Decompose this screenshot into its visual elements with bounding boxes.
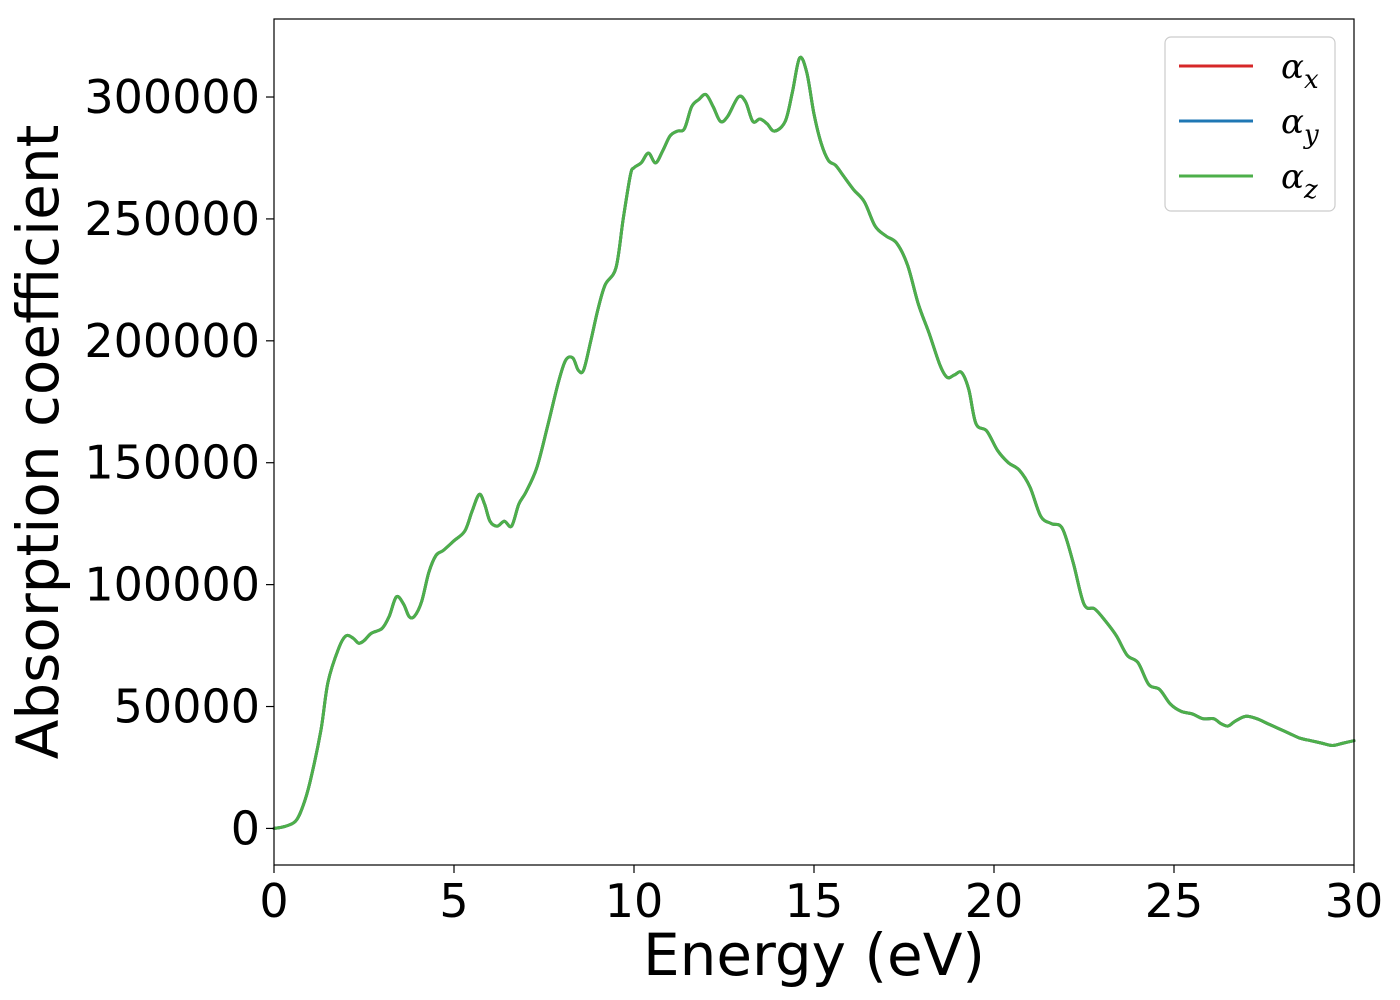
legend: αx αy αz bbox=[1164, 36, 1336, 212]
legend-label-alpha-y: αy bbox=[1281, 102, 1319, 150]
y-tick-label: 250000 bbox=[84, 192, 260, 246]
y-axis-label: Absorption coefficient bbox=[4, 125, 72, 760]
x-axis-ticks: 0 5 10 15 20 25 30 bbox=[259, 865, 1383, 928]
y-tick-label: 300000 bbox=[84, 70, 260, 124]
legend-label-alpha-z: αz bbox=[1281, 157, 1318, 205]
x-tick-label: 5 bbox=[439, 874, 468, 928]
x-tick-label: 30 bbox=[1325, 874, 1384, 928]
legend-box bbox=[1164, 36, 1336, 212]
y-tick-label: 200000 bbox=[84, 314, 260, 368]
x-axis-label: Energy (eV) bbox=[643, 921, 985, 989]
x-tick-label: 0 bbox=[259, 874, 288, 928]
x-tick-label: 10 bbox=[605, 874, 664, 928]
x-tick-label: 25 bbox=[1145, 874, 1204, 928]
x-tick-label: 20 bbox=[965, 874, 1024, 928]
y-tick-label: 50000 bbox=[114, 680, 260, 734]
y-tick-label: 0 bbox=[231, 801, 260, 855]
legend-items: αx αy αz bbox=[1179, 47, 1319, 205]
y-tick-label: 150000 bbox=[84, 436, 260, 490]
series-line-alpha-z bbox=[272, 55, 1356, 830]
legend-label-alpha-x: αx bbox=[1281, 47, 1319, 95]
x-tick-label: 15 bbox=[785, 874, 844, 928]
y-axis-ticks: 0 50000 100000 150000 200000 250000 300000 bbox=[84, 70, 274, 855]
series-layer bbox=[272, 55, 1356, 830]
y-tick-label: 100000 bbox=[84, 558, 260, 612]
